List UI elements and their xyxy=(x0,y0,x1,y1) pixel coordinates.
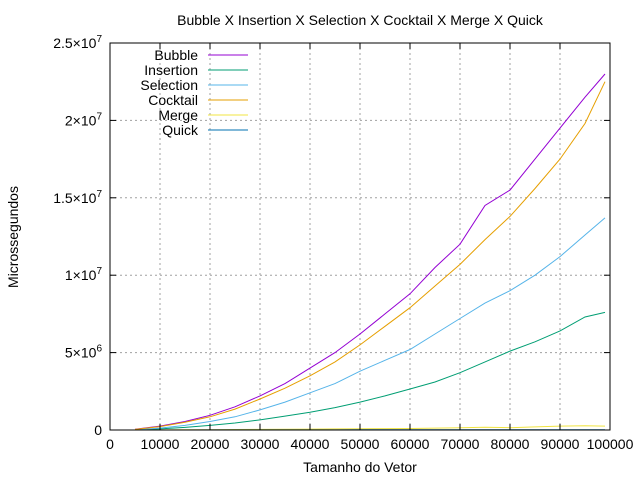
legend-label-insertion: Insertion xyxy=(144,62,198,78)
x-tick-label: 0 xyxy=(106,436,114,452)
y-tick-label: 1×107 xyxy=(65,266,103,283)
x-tick-label: 80000 xyxy=(491,436,530,452)
x-tick-label: 10000 xyxy=(141,436,180,452)
legend-label-bubble: Bubble xyxy=(154,47,198,63)
x-axis-label: Tamanho do Vetor xyxy=(303,459,417,475)
axis-ticks xyxy=(109,42,611,431)
chart-title: Bubble X Insertion X Selection X Cocktai… xyxy=(177,12,544,28)
series-line-selection xyxy=(134,217,606,431)
x-tick-label: 40000 xyxy=(291,436,330,452)
x-tick-labels: 0 10000 20000 30000 40000 50000 60000 70000 8000… xyxy=(106,436,633,452)
y-tick-label: 0 xyxy=(94,422,102,438)
series-line-bubble xyxy=(134,73,606,430)
legend: BubbleInsertionSelectionCocktailMergeQui… xyxy=(140,47,248,138)
legend-label-merge: Merge xyxy=(158,107,198,123)
x-tick-label: 60000 xyxy=(391,436,430,452)
y-tick-label: 1.5×107 xyxy=(53,189,102,206)
y-tick-label: 2×107 xyxy=(65,111,103,128)
x-tick-label: 70000 xyxy=(441,436,480,452)
legend-label-quick: Quick xyxy=(162,122,199,138)
x-tick-label: 90000 xyxy=(541,436,580,452)
y-tick-label: 5×106 xyxy=(65,344,103,361)
series-layer xyxy=(134,73,606,431)
y-axis-label: Microssegundos xyxy=(5,186,21,288)
y-tick-label: 2.5×107 xyxy=(53,34,102,51)
y-tick-labels: 0 5×106 1×107 1.5×107 2×107 2.5×107 xyxy=(53,34,102,438)
legend-label-cocktail: Cocktail xyxy=(148,92,198,108)
series-line-insertion xyxy=(134,311,606,431)
series-line-cocktail xyxy=(134,81,606,430)
x-tick-label: 100000 xyxy=(587,436,634,452)
legend-label-selection: Selection xyxy=(140,77,198,93)
x-tick-label: 30000 xyxy=(241,436,280,452)
x-tick-label: 20000 xyxy=(191,436,230,452)
x-tick-label: 50000 xyxy=(341,436,380,452)
